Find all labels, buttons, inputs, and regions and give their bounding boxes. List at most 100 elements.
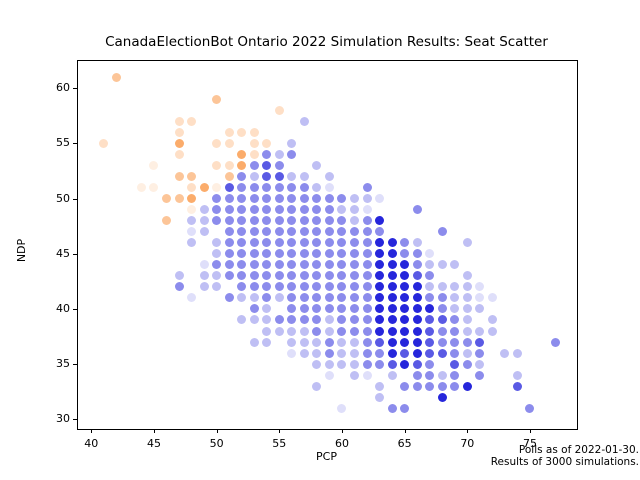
y-tick-label: 60 bbox=[56, 81, 70, 95]
scatter-point bbox=[212, 183, 222, 193]
scatter-point bbox=[312, 160, 322, 170]
scatter-point bbox=[249, 183, 259, 193]
scatter-point bbox=[350, 293, 359, 303]
scatter-point bbox=[274, 227, 284, 237]
scatter-point bbox=[262, 227, 272, 237]
scatter-point bbox=[274, 216, 284, 226]
scatter-point bbox=[299, 304, 309, 314]
scatter-point bbox=[475, 304, 485, 314]
scatter-point bbox=[249, 216, 259, 226]
x-tick-mark bbox=[216, 429, 218, 433]
scatter-point bbox=[224, 160, 234, 170]
scatter-point bbox=[299, 326, 309, 336]
scatter-point bbox=[312, 304, 322, 314]
scatter-point bbox=[487, 315, 497, 325]
scatter-point bbox=[362, 315, 372, 325]
scatter-point bbox=[350, 282, 359, 292]
scatter-point bbox=[224, 127, 234, 137]
scatter-point bbox=[262, 271, 272, 281]
scatter-point bbox=[187, 227, 197, 237]
scatter-point bbox=[324, 194, 334, 204]
x-tick-mark bbox=[341, 429, 343, 433]
scatter-point bbox=[462, 348, 472, 358]
scatter-point bbox=[412, 282, 422, 292]
scatter-point bbox=[187, 293, 197, 303]
scatter-point bbox=[312, 194, 322, 204]
scatter-point bbox=[262, 304, 272, 314]
scatter-point bbox=[362, 282, 372, 292]
scatter-point bbox=[237, 149, 247, 159]
scatter-point bbox=[350, 359, 359, 369]
scatter-point bbox=[350, 348, 359, 358]
scatter-point bbox=[199, 271, 209, 281]
scatter-point bbox=[287, 238, 297, 248]
scatter-point bbox=[412, 271, 422, 281]
scatter-point bbox=[224, 271, 234, 281]
scatter-point bbox=[400, 271, 410, 281]
scatter-point bbox=[337, 293, 347, 303]
scatter-point bbox=[262, 183, 272, 193]
scatter-point bbox=[437, 381, 447, 391]
scatter-point bbox=[224, 194, 234, 204]
x-tick-mark bbox=[467, 429, 469, 433]
scatter-point bbox=[237, 172, 247, 182]
scatter-point bbox=[274, 105, 284, 115]
scatter-point bbox=[237, 160, 247, 170]
y-tick-label: 40 bbox=[56, 301, 70, 315]
scatter-point bbox=[312, 359, 322, 369]
scatter-point bbox=[450, 260, 460, 270]
scatter-point bbox=[350, 260, 359, 270]
y-axis-label: NDP bbox=[15, 238, 29, 263]
scatter-point bbox=[212, 282, 222, 292]
scatter-point bbox=[274, 260, 284, 270]
corner-note-line1: Polls as of 2022-01-30. bbox=[518, 444, 639, 456]
scatter-point bbox=[400, 304, 410, 314]
scatter-point bbox=[324, 337, 334, 347]
scatter-point bbox=[237, 249, 247, 259]
scatter-point bbox=[337, 216, 347, 226]
y-tick-mark bbox=[73, 143, 77, 145]
scatter-point bbox=[224, 172, 234, 182]
scatter-point bbox=[475, 370, 485, 380]
scatter-point bbox=[487, 326, 497, 336]
scatter-point bbox=[400, 337, 410, 347]
y-tick-label: 45 bbox=[56, 246, 70, 260]
scatter-point bbox=[375, 304, 385, 314]
scatter-point bbox=[224, 183, 234, 193]
scatter-point bbox=[324, 370, 334, 380]
scatter-point bbox=[350, 315, 359, 325]
scatter-point bbox=[312, 282, 322, 292]
scatter-point bbox=[212, 238, 222, 248]
scatter-point bbox=[274, 238, 284, 248]
scatter-point bbox=[324, 260, 334, 270]
scatter-point bbox=[224, 293, 234, 303]
scatter-point bbox=[249, 249, 259, 259]
scatter-point bbox=[337, 326, 347, 336]
scatter-point bbox=[387, 337, 397, 347]
scatter-point bbox=[412, 293, 422, 303]
scatter-point bbox=[249, 172, 259, 182]
scatter-point bbox=[375, 216, 385, 226]
scatter-point bbox=[299, 172, 309, 182]
scatter-point bbox=[299, 205, 309, 215]
scatter-point bbox=[387, 315, 397, 325]
scatter-point bbox=[462, 293, 472, 303]
scatter-point bbox=[287, 337, 297, 347]
scatter-point bbox=[425, 348, 435, 358]
scatter-point bbox=[224, 249, 234, 259]
scatter-point bbox=[212, 249, 222, 259]
scatter-point bbox=[450, 326, 460, 336]
scatter-point bbox=[437, 370, 447, 380]
scatter-point bbox=[299, 337, 309, 347]
scatter-point bbox=[412, 260, 422, 270]
scatter-point bbox=[312, 337, 322, 347]
scatter-point bbox=[199, 227, 209, 237]
scatter-point bbox=[362, 249, 372, 259]
scatter-point bbox=[375, 260, 385, 270]
plot-area: 40 45 50 55 60 65 70 75 30 35 40 45 50 55 60 bbox=[56, 60, 578, 450]
scatter-point bbox=[199, 260, 209, 270]
x-tick-mark bbox=[279, 429, 281, 433]
x-tick-label: 75 bbox=[522, 437, 537, 450]
scatter-point bbox=[199, 183, 209, 193]
